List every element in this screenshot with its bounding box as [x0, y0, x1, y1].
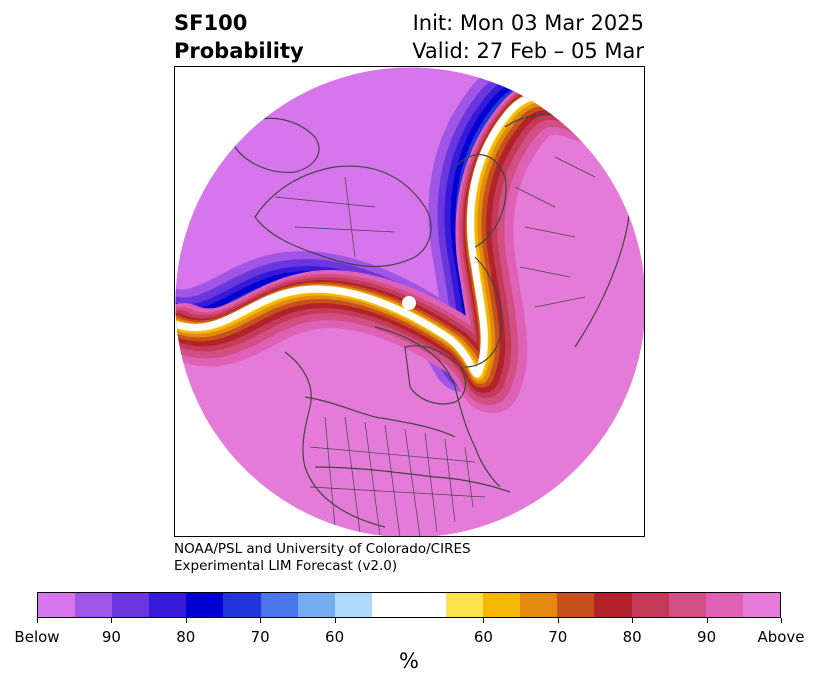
colorbar	[37, 592, 781, 618]
colorbar-tick-label: 70	[548, 628, 568, 646]
variable-type: Probability	[174, 39, 304, 63]
colorbar-tick-label: Below	[14, 628, 60, 646]
credit-line-2: Experimental LIM Forecast (v2.0)	[174, 558, 398, 574]
colorbar-tick-label: 80	[176, 628, 196, 646]
colorbar-segment	[705, 593, 743, 617]
colorbar-segment	[408, 593, 447, 617]
colorbar-tick-mark	[706, 618, 708, 623]
colorbar-segment	[149, 593, 187, 617]
valid-range: Valid: 27 Feb – 05 Mar	[412, 39, 644, 63]
colorbar-tick-label: 80	[622, 628, 642, 646]
colorbar-segment	[260, 593, 298, 617]
colorbar-segment	[186, 593, 224, 617]
variable-name: SF100	[174, 11, 248, 35]
colorbar-tick-mark	[37, 618, 38, 623]
colorbar-tick-mark	[260, 618, 262, 623]
coastlines	[234, 114, 631, 528]
colorbar-tick-mark	[632, 618, 634, 623]
polar-map	[175, 67, 644, 536]
colorbar-tick-label: Above	[757, 628, 805, 646]
colorbar-tick-mark	[483, 618, 485, 623]
north-pole-marker	[402, 296, 416, 310]
colorbar-unit: %	[399, 649, 419, 673]
colorbar-segment	[371, 593, 409, 617]
colorbar-segment	[742, 593, 780, 617]
colorbar-segment	[112, 593, 150, 617]
colorbar-tick-label: 60	[473, 628, 493, 646]
colorbar-segment	[223, 593, 261, 617]
political-boundaries	[274, 156, 596, 536]
colorbar-segment	[631, 593, 669, 617]
map-panel	[174, 66, 645, 537]
colorbar-tick-label: 90	[697, 628, 717, 646]
colorbar-tick-mark	[557, 618, 559, 623]
init-date: Init: Mon 03 Mar 2025	[412, 11, 644, 35]
colorbar-segment	[297, 593, 335, 617]
colorbar-segment	[483, 593, 521, 617]
chart-title: SF100 Probability	[174, 9, 304, 65]
credit-text: NOAA/PSL and University of Colorado/CIRE…	[174, 541, 471, 575]
colorbar-tick-label: 90	[101, 628, 121, 646]
colorbar-segment	[520, 593, 558, 617]
colorbar-segment	[557, 593, 595, 617]
colorbar-tick-mark	[111, 618, 113, 623]
colorbar-segment	[446, 593, 484, 617]
colorbar-segment	[75, 593, 113, 617]
colorbar-segment	[668, 593, 706, 617]
colorbar-tick-mark	[781, 618, 782, 623]
colorbar-segment	[38, 593, 76, 617]
credit-line-1: NOAA/PSL and University of Colorado/CIRE…	[174, 541, 471, 557]
colorbar-tick-label: 70	[250, 628, 270, 646]
colorbar-segment	[334, 593, 372, 617]
colorbar-tick-label: 60	[325, 628, 345, 646]
colorbar-tick-mark	[334, 618, 336, 623]
forecast-dates: Init: Mon 03 Mar 2025 Valid: 27 Feb – 05…	[412, 9, 644, 65]
colorbar-segment	[594, 593, 632, 617]
colorbar-tick-mark	[185, 618, 187, 623]
